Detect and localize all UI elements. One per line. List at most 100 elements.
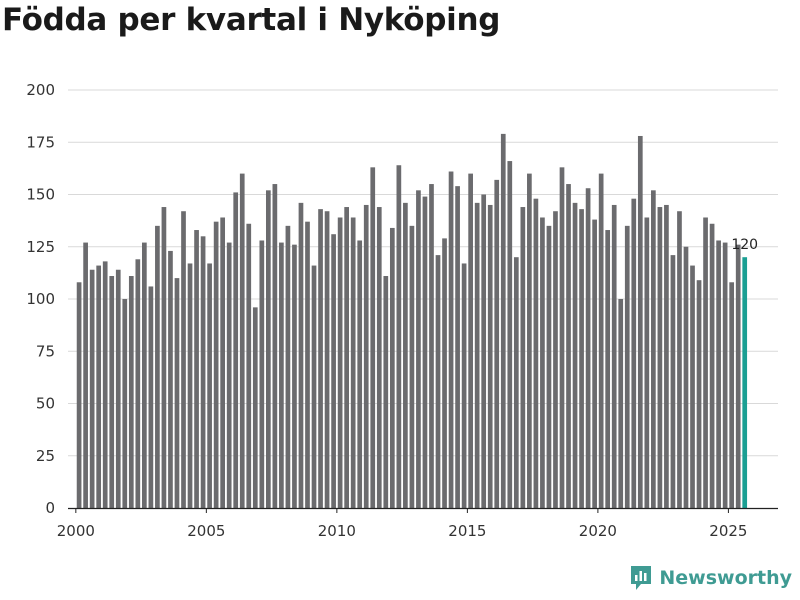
axes: 0 25 50 75 100 125 150 175 200 2000 2005 2010 2015 20… <box>26 81 778 540</box>
bar <box>729 282 735 508</box>
bar <box>246 223 252 508</box>
x-tick-label: 2010 <box>318 522 356 540</box>
bar <box>455 186 460 508</box>
bar <box>409 225 415 508</box>
bar <box>507 161 513 508</box>
bar <box>500 133 506 508</box>
bar <box>83 242 88 508</box>
bar <box>533 198 539 508</box>
bar <box>598 173 604 508</box>
bar <box>285 225 291 508</box>
bar <box>324 211 330 508</box>
bar <box>677 211 682 508</box>
bar <box>135 259 141 508</box>
bar <box>213 221 219 509</box>
bar <box>311 265 317 508</box>
x-tick-label: 2000 <box>57 522 95 540</box>
bar <box>703 217 708 509</box>
bar <box>494 179 500 508</box>
bar <box>670 255 676 508</box>
bar <box>109 276 115 508</box>
y-tick-label: 25 <box>36 447 55 465</box>
bar <box>690 265 695 508</box>
bar <box>357 240 363 509</box>
bar <box>546 225 552 508</box>
bar <box>461 263 467 508</box>
bar <box>265 190 271 508</box>
bar <box>226 242 232 508</box>
bar <box>422 196 428 508</box>
y-tick-label: 50 <box>36 395 55 413</box>
bar <box>651 190 656 508</box>
bar <box>220 217 226 509</box>
y-tick-label: 100 <box>26 290 55 308</box>
bar <box>161 207 167 509</box>
bar <box>572 202 578 509</box>
bar <box>403 202 408 509</box>
bar <box>416 190 421 508</box>
bar <box>376 207 382 509</box>
bar <box>474 202 480 509</box>
bar <box>389 227 395 508</box>
bar <box>370 167 376 508</box>
bar-latest <box>742 257 748 508</box>
bar <box>89 269 95 508</box>
latest-value-label: 120 <box>731 237 758 253</box>
bar <box>696 280 702 508</box>
bar <box>468 173 473 508</box>
bar <box>585 188 591 509</box>
bar <box>174 278 180 508</box>
bar <box>553 211 558 508</box>
brand-name: Newsworthy <box>659 567 792 589</box>
bar <box>128 276 134 508</box>
bar <box>559 167 565 508</box>
bar <box>624 225 630 508</box>
bar <box>396 165 402 509</box>
y-tick-label: 125 <box>26 238 55 256</box>
bar <box>435 255 441 508</box>
bar <box>716 240 721 509</box>
bar <box>683 246 689 508</box>
bar <box>481 194 487 508</box>
bar <box>233 192 239 508</box>
bar <box>618 299 624 508</box>
bar <box>181 211 186 508</box>
bar <box>279 242 284 508</box>
bar <box>148 286 154 508</box>
bar <box>115 269 121 508</box>
bar <box>592 219 597 508</box>
bar <box>122 299 128 508</box>
bar <box>239 173 245 508</box>
bar <box>207 263 212 508</box>
bar <box>350 217 356 509</box>
bar <box>168 250 173 508</box>
bar <box>272 184 278 509</box>
bar <box>318 209 323 508</box>
bar <box>527 173 532 508</box>
newsworthy-logo[interactable]: Newsworthy <box>629 564 792 592</box>
y-tick-label: 75 <box>36 342 55 360</box>
bars: 120 <box>76 133 758 509</box>
bar <box>331 234 336 508</box>
bar <box>252 307 258 508</box>
bar <box>96 265 102 508</box>
bar <box>735 244 741 508</box>
bar <box>383 276 389 508</box>
bar <box>292 244 297 508</box>
bar <box>298 202 304 509</box>
bar <box>200 236 206 509</box>
bar <box>259 240 265 509</box>
bar <box>664 204 669 508</box>
bar <box>142 242 147 508</box>
bar <box>644 217 650 509</box>
bar <box>76 282 82 508</box>
y-tick-label: 150 <box>26 186 55 204</box>
chart-title: Födda per kvartal i Nyköping <box>2 2 501 38</box>
bar <box>579 209 584 508</box>
bar <box>337 217 343 509</box>
bar <box>155 225 160 508</box>
y-tick-label: 200 <box>26 81 55 99</box>
x-tick-label: 2020 <box>579 522 617 540</box>
bar <box>722 242 728 508</box>
